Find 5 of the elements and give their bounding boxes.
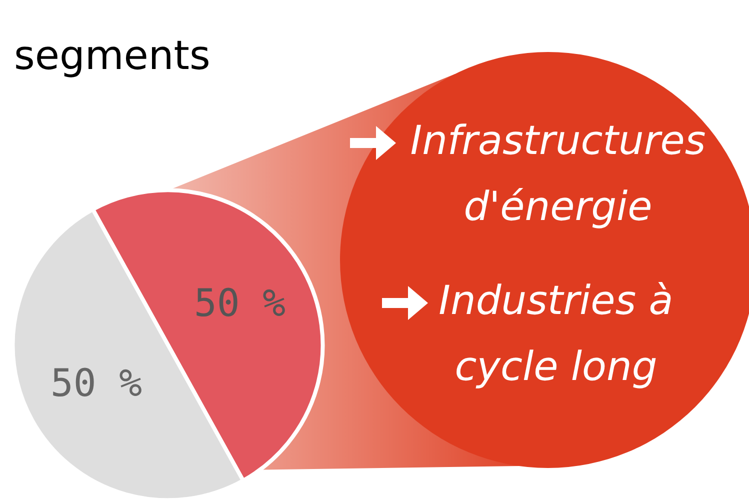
data-label: 50 % xyxy=(194,281,286,326)
text: Infrastructures d'énergie xyxy=(410,118,706,230)
text: Industries à cycle long xyxy=(438,278,674,390)
chart-title: segments xyxy=(14,33,210,79)
data-label: 50 % xyxy=(50,360,142,405)
